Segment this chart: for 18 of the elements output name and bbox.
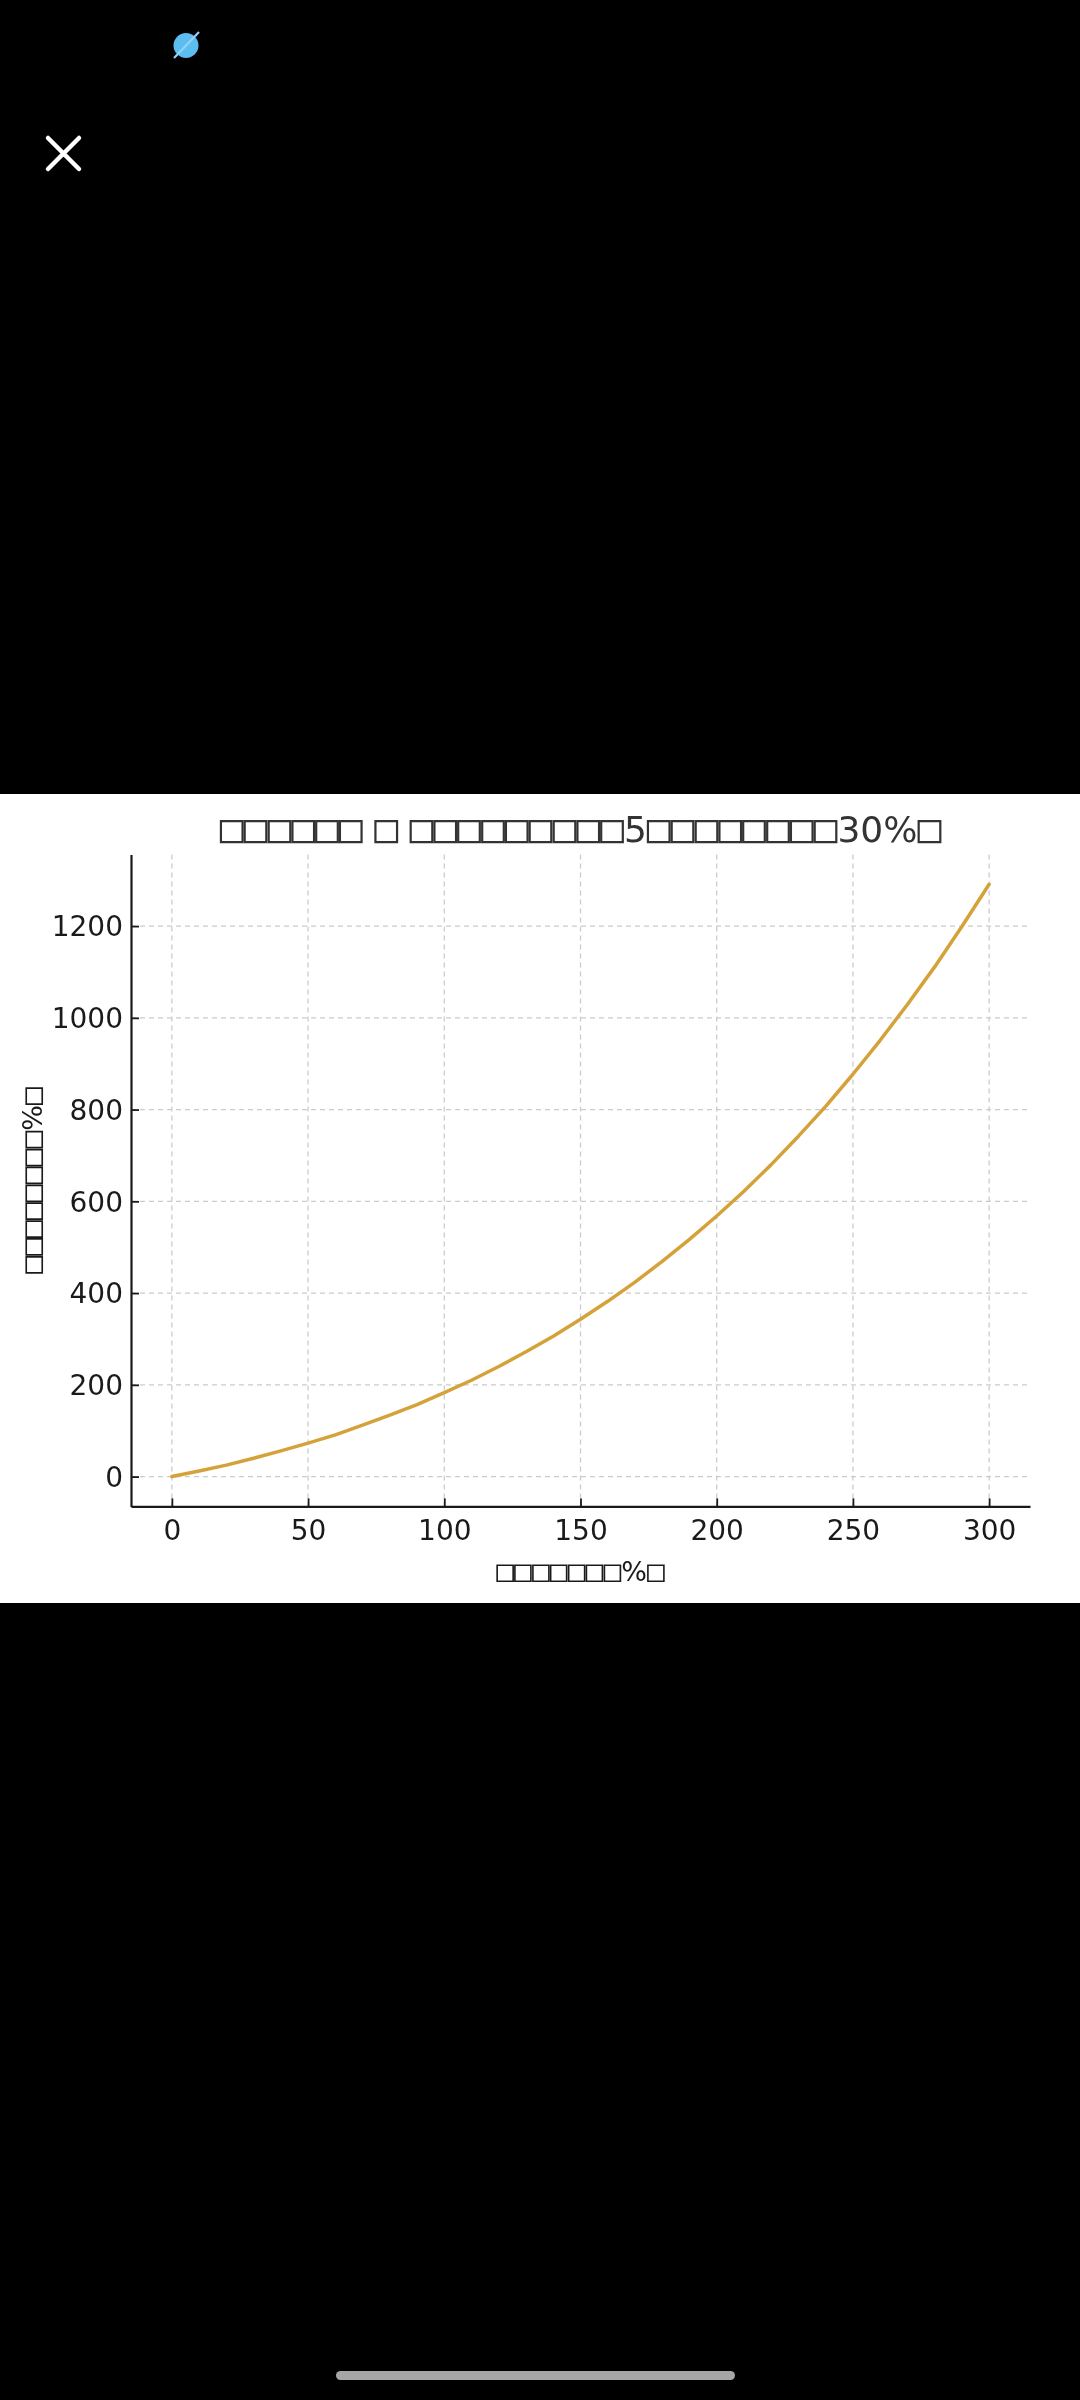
y-tick-label: 400 <box>69 1277 123 1311</box>
x-tick-label: 100 <box>418 1514 472 1548</box>
chart-title: □□□□□□ □ □□□□□□□□□5□□□□□□□□30%□ <box>219 805 942 851</box>
y-tick-label: 1200 <box>51 910 123 944</box>
x-tick-label: 0 <box>163 1514 182 1548</box>
x-axis-title: □□□□□□□%□ <box>496 1553 665 1588</box>
x-tick-label: 200 <box>690 1514 744 1548</box>
y-axis-title: □□□□□□□□%□ <box>14 1087 49 1274</box>
y-tick-label: 200 <box>69 1369 123 1403</box>
x-tick-label: 250 <box>826 1514 881 1548</box>
x-tick-label: 300 <box>962 1514 1017 1548</box>
y-tick-label: 1000 <box>51 1002 123 1036</box>
x-tick-label: 50 <box>290 1514 327 1548</box>
line-series <box>170 882 991 1479</box>
x-tick-label: 150 <box>554 1514 608 1548</box>
y-tick-label: 800 <box>69 1093 123 1127</box>
y-tick-label: 0 <box>105 1460 123 1494</box>
y-tick-label: 600 <box>69 1185 123 1219</box>
